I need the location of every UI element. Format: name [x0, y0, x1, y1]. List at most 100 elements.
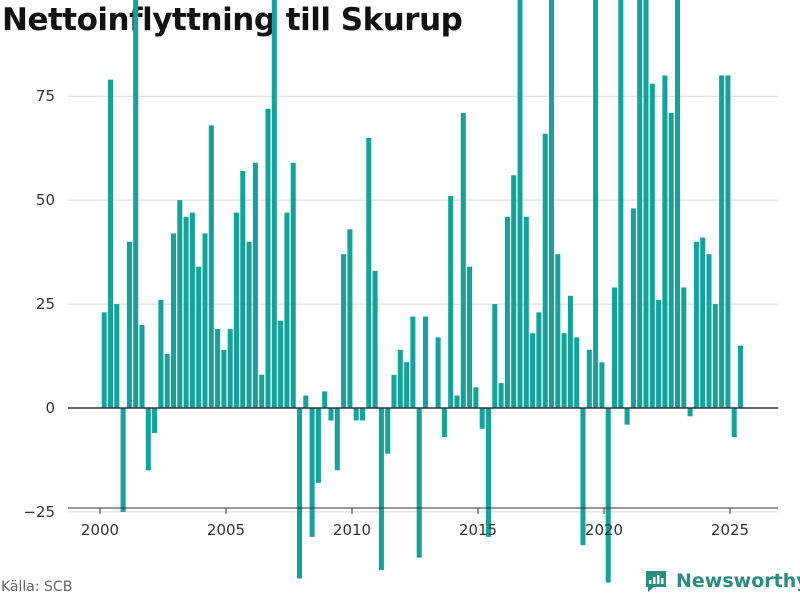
bar — [580, 408, 586, 546]
bar — [240, 171, 246, 408]
bar — [548, 0, 555, 408]
bar — [674, 0, 681, 408]
bar — [315, 408, 321, 483]
bar — [189, 212, 195, 408]
bar — [467, 266, 473, 408]
x-tick-label: 2005 — [207, 521, 245, 539]
bar — [296, 408, 303, 579]
bar — [366, 137, 372, 409]
chart-title: Nettoinflyttning till Skurup — [2, 2, 463, 38]
bar — [561, 333, 567, 408]
brand-logo: Newsworthy — [644, 569, 800, 593]
newsworthy-logo-icon — [646, 571, 666, 592]
bar — [618, 0, 624, 408]
bar — [605, 408, 611, 583]
bar — [265, 108, 271, 408]
bar — [208, 125, 214, 408]
y-tick-label: 100 — [26, 0, 55, 1]
bar — [227, 329, 233, 408]
bar — [700, 237, 706, 408]
bar — [233, 212, 240, 408]
bar — [731, 408, 737, 438]
bar — [599, 362, 605, 408]
bar — [725, 75, 731, 408]
bar — [322, 391, 328, 408]
bar — [353, 408, 359, 421]
x-tick-label: 2020 — [585, 521, 623, 539]
bar — [649, 83, 655, 408]
bar — [719, 75, 725, 408]
bar — [410, 316, 416, 408]
bar — [278, 320, 284, 408]
x-tick-label: 2010 — [333, 521, 371, 539]
source-note: Källa: SCB — [1, 579, 73, 595]
bars — [101, 0, 744, 583]
bar — [397, 349, 403, 408]
bar — [114, 304, 120, 408]
bar — [737, 345, 744, 408]
bar — [662, 75, 668, 408]
bar — [259, 374, 265, 408]
bar — [687, 408, 693, 417]
bar — [586, 349, 592, 408]
bar — [624, 408, 630, 425]
y-tick-label: −25 — [23, 503, 55, 521]
bar — [328, 408, 334, 421]
bar — [284, 212, 290, 408]
bar — [133, 0, 139, 409]
bar — [441, 408, 447, 438]
bar — [271, 0, 277, 408]
bar — [126, 241, 132, 408]
bar — [252, 162, 258, 408]
bar — [221, 349, 227, 408]
bar — [656, 299, 662, 408]
bar — [574, 337, 580, 408]
bar — [542, 133, 548, 408]
bar — [202, 233, 208, 408]
bar — [643, 0, 649, 408]
bar — [435, 337, 441, 408]
bar — [492, 304, 498, 408]
bar — [164, 353, 170, 408]
bar — [485, 408, 492, 537]
bar — [359, 408, 366, 421]
bar — [107, 79, 114, 408]
bar — [215, 329, 221, 408]
bar — [448, 195, 454, 408]
bar — [530, 333, 536, 408]
bar — [391, 374, 397, 408]
bar — [139, 324, 145, 408]
bar — [347, 229, 353, 408]
bar — [309, 408, 315, 537]
bar — [158, 299, 164, 408]
bar — [372, 270, 378, 408]
bar — [511, 175, 517, 408]
bar — [706, 254, 712, 408]
bar — [479, 408, 485, 429]
axes: −250255075100125150200020052010201520202… — [23, 0, 778, 539]
brand-name: Newsworthy — [676, 570, 800, 592]
bar — [504, 216, 510, 408]
bar — [536, 312, 542, 408]
bar — [404, 362, 410, 408]
y-tick-label: 75 — [36, 87, 55, 105]
bar — [290, 162, 296, 408]
bar — [170, 233, 177, 408]
x-tick-label: 2000 — [81, 521, 119, 539]
bar — [177, 200, 183, 408]
bar — [334, 408, 340, 471]
bar — [555, 254, 561, 408]
bar — [341, 254, 347, 408]
bar — [681, 287, 687, 408]
bar — [246, 241, 252, 408]
bar — [473, 387, 479, 408]
bar — [196, 266, 202, 408]
bar — [416, 408, 422, 558]
bar — [693, 241, 699, 408]
bar — [523, 216, 529, 408]
bar — [593, 0, 599, 408]
bar — [454, 395, 460, 408]
bar — [637, 0, 643, 408]
bar — [498, 383, 504, 408]
